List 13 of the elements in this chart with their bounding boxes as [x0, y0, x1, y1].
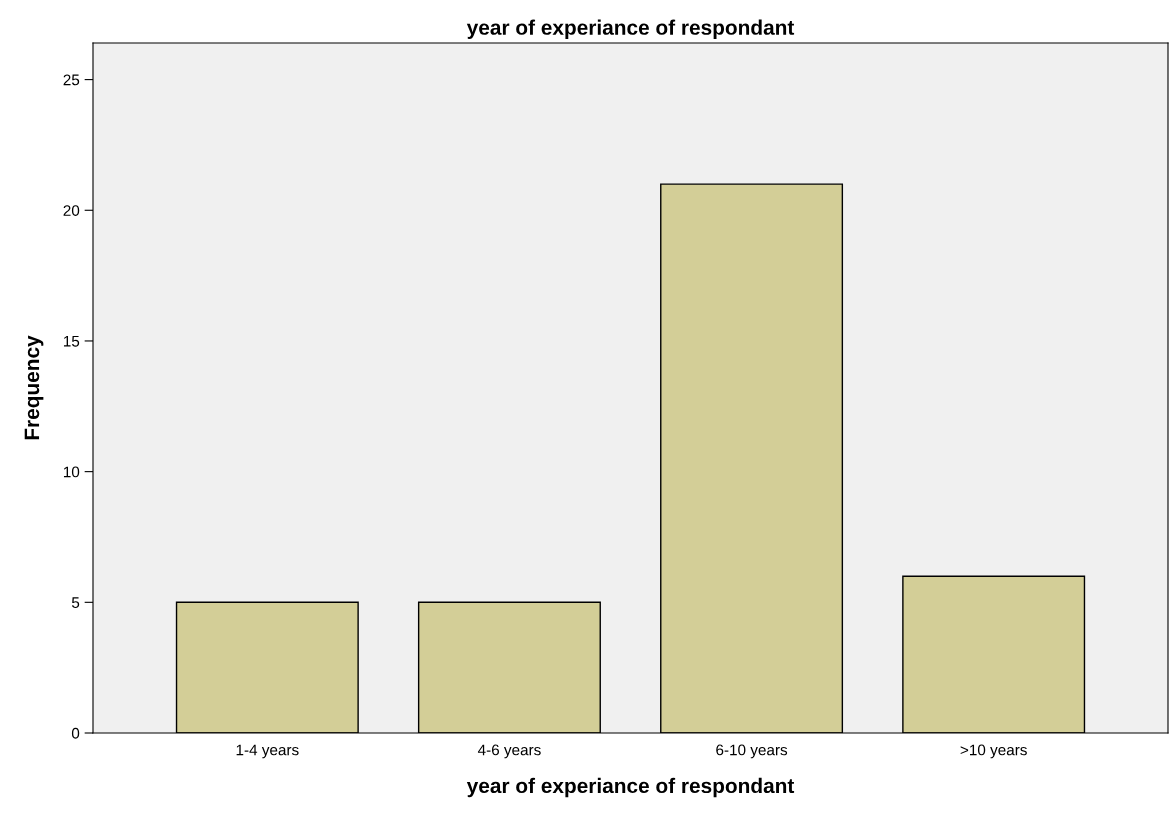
y-tick-label: 10 — [63, 466, 80, 478]
y-tick-label: 20 — [63, 205, 80, 216]
x-tick-label: >10 years — [960, 744, 1027, 759]
y-tick-label: 25 — [63, 74, 80, 86]
y-tick-label: 15 — [63, 335, 80, 347]
x-tick-label: 1-4 years — [236, 744, 299, 759]
y-tick-label: 0 — [71, 727, 80, 739]
y-axis-title: Frequency — [24, 335, 44, 440]
y-tick-label: 5 — [71, 597, 80, 608]
x-axis-title: year of experiance of respondant — [466, 777, 795, 798]
x-tick-label: 6-10 years — [716, 744, 788, 759]
x-tick-label: 4-6 years — [477, 744, 541, 759]
chart-title: year of experiance of respondant — [466, 19, 795, 39]
